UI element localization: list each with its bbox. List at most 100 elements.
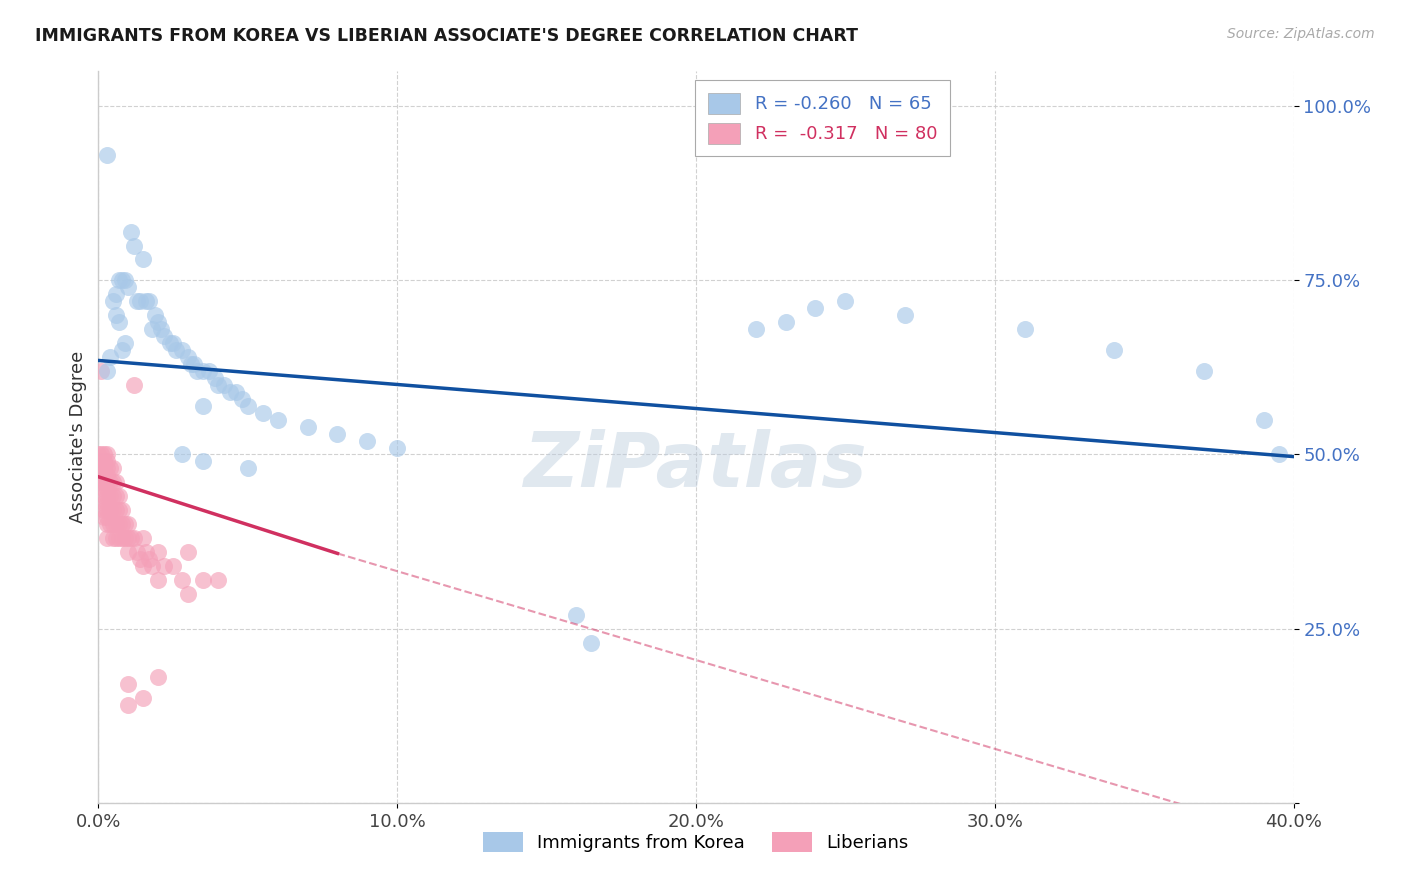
Point bbox=[114, 517, 136, 532]
Point bbox=[225, 384, 247, 399]
Point bbox=[111, 343, 134, 357]
Point bbox=[162, 336, 184, 351]
Point bbox=[117, 677, 139, 691]
Point bbox=[132, 558, 155, 573]
Point bbox=[117, 545, 139, 559]
Point bbox=[894, 308, 917, 322]
Point bbox=[127, 294, 149, 309]
Point bbox=[236, 461, 259, 475]
Point bbox=[153, 558, 176, 573]
Point bbox=[162, 558, 184, 573]
Point bbox=[1253, 412, 1275, 426]
Point bbox=[96, 503, 118, 517]
Point bbox=[93, 510, 115, 524]
Point bbox=[124, 377, 146, 392]
Point bbox=[114, 273, 136, 287]
Point bbox=[96, 496, 118, 510]
Point bbox=[105, 531, 128, 545]
Point bbox=[204, 371, 226, 385]
Point bbox=[172, 448, 194, 462]
Point bbox=[124, 238, 146, 252]
Text: Source: ZipAtlas.com: Source: ZipAtlas.com bbox=[1227, 27, 1375, 41]
Point bbox=[150, 322, 173, 336]
Point bbox=[96, 483, 118, 497]
Point bbox=[105, 489, 128, 503]
Point bbox=[191, 573, 214, 587]
Point bbox=[177, 545, 200, 559]
Point bbox=[96, 454, 118, 468]
Point bbox=[103, 461, 125, 475]
Point bbox=[267, 412, 290, 426]
Point bbox=[120, 531, 142, 545]
Point bbox=[103, 294, 125, 309]
Point bbox=[172, 343, 194, 357]
Point bbox=[148, 573, 170, 587]
Point bbox=[775, 315, 797, 329]
Point bbox=[148, 545, 170, 559]
Point bbox=[207, 573, 229, 587]
Point bbox=[132, 691, 155, 706]
Point bbox=[581, 635, 603, 649]
Point bbox=[565, 607, 588, 622]
Point bbox=[93, 503, 115, 517]
Point bbox=[103, 475, 125, 490]
Point bbox=[105, 287, 128, 301]
Point bbox=[135, 545, 157, 559]
Point bbox=[177, 587, 200, 601]
Point bbox=[191, 364, 214, 378]
Point bbox=[93, 461, 115, 475]
Point bbox=[96, 531, 118, 545]
Point bbox=[165, 343, 187, 357]
Point bbox=[191, 454, 214, 468]
Point bbox=[108, 517, 131, 532]
Point bbox=[96, 364, 118, 378]
Point bbox=[236, 399, 259, 413]
Point bbox=[87, 448, 110, 462]
Point bbox=[90, 454, 112, 468]
Point bbox=[117, 280, 139, 294]
Point bbox=[177, 350, 200, 364]
Point bbox=[98, 350, 122, 364]
Point bbox=[745, 322, 768, 336]
Point bbox=[108, 489, 131, 503]
Point bbox=[98, 517, 122, 532]
Point bbox=[326, 426, 349, 441]
Point bbox=[1267, 448, 1289, 462]
Point bbox=[111, 503, 134, 517]
Point bbox=[172, 573, 194, 587]
Point bbox=[98, 475, 122, 490]
Point bbox=[183, 357, 205, 371]
Point bbox=[98, 503, 122, 517]
Point bbox=[141, 558, 163, 573]
Point bbox=[153, 329, 176, 343]
Point bbox=[120, 225, 142, 239]
Point bbox=[117, 517, 139, 532]
Point bbox=[105, 503, 128, 517]
Point bbox=[93, 468, 115, 483]
Point bbox=[219, 384, 242, 399]
Point bbox=[103, 531, 125, 545]
Point bbox=[191, 399, 214, 413]
Point bbox=[804, 301, 827, 316]
Point bbox=[297, 419, 319, 434]
Point bbox=[105, 308, 128, 322]
Point bbox=[93, 475, 115, 490]
Point bbox=[132, 252, 155, 267]
Point bbox=[111, 273, 134, 287]
Point bbox=[252, 406, 274, 420]
Text: IMMIGRANTS FROM KOREA VS LIBERIAN ASSOCIATE'S DEGREE CORRELATION CHART: IMMIGRANTS FROM KOREA VS LIBERIAN ASSOCI… bbox=[35, 27, 858, 45]
Point bbox=[231, 392, 253, 406]
Point bbox=[108, 273, 131, 287]
Point bbox=[114, 336, 136, 351]
Point bbox=[198, 364, 221, 378]
Point bbox=[385, 441, 409, 455]
Point bbox=[90, 475, 112, 490]
Point bbox=[138, 552, 160, 566]
Point bbox=[111, 531, 134, 545]
Point bbox=[98, 461, 122, 475]
Point bbox=[90, 461, 112, 475]
Point bbox=[148, 315, 170, 329]
Point bbox=[93, 489, 115, 503]
Y-axis label: Associate's Degree: Associate's Degree bbox=[69, 351, 87, 524]
Point bbox=[129, 552, 152, 566]
